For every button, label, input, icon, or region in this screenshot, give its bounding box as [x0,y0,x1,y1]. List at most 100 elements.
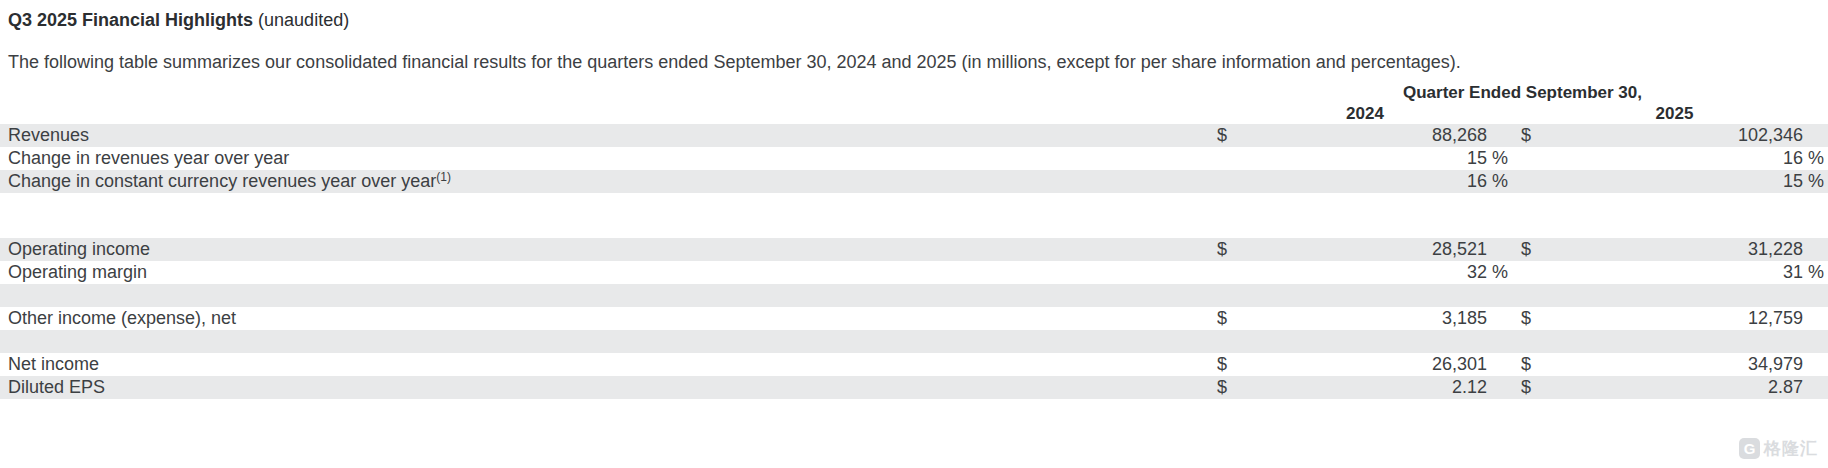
value-2025: 31 [1561,261,1803,284]
value-2025: 15 [1561,170,1803,193]
financial-table: Quarter Ended September 30, 2024 2025 Re… [0,82,1828,399]
watermark-logo-icon: G [1739,438,1760,459]
percent-sign-2024: % [1487,170,1513,193]
footnote-marker: (1) [436,170,451,184]
percent-sign-2025 [1803,307,1828,330]
value-2024: 32 [1257,261,1487,284]
currency-symbol-2025: $ [1521,307,1561,330]
percent-sign-2025: % [1803,147,1828,170]
percent-sign-2025 [1803,353,1828,376]
percent-sign-2025: % [1803,261,1828,284]
row-label [0,193,1217,238]
currency-symbol-2024 [1217,261,1257,284]
row-label: Other income (expense), net [0,307,1217,330]
table-spacer-row [0,284,1828,307]
table-row: Diluted EPS $ 2.12 $ 2.87 [0,376,1828,399]
header-gap [1513,103,1521,124]
currency-symbol-2025 [1521,170,1561,193]
currency-symbol-2024: $ [1217,238,1257,261]
currency-symbol-2024 [1217,170,1257,193]
currency-symbol-2025 [1521,284,1561,307]
value-2024: 2.12 [1257,376,1487,399]
value-2024: 26,301 [1257,353,1487,376]
row-label [0,284,1217,307]
row-label: Change in revenues year over year [0,147,1217,170]
percent-sign-2025: % [1803,170,1828,193]
table-row: Change in constant currency revenues yea… [0,170,1828,193]
value-2024: 15 [1257,147,1487,170]
table-spacer-row [0,330,1828,353]
currency-symbol-2025 [1521,193,1561,238]
percent-sign-2025 [1803,124,1828,147]
value-2025: 16 [1561,147,1803,170]
value-2025 [1561,193,1803,238]
currency-symbol-2024: $ [1217,353,1257,376]
value-2024: 16 [1257,170,1487,193]
currency-symbol-2024 [1217,330,1257,353]
value-2025: 34,979 [1561,353,1803,376]
row-label: Operating margin [0,261,1217,284]
value-2024: 28,521 [1257,238,1487,261]
table-row: Net income $ 26,301 $ 34,979 [0,353,1828,376]
intro-paragraph: The following table summarizes our conso… [0,51,1828,73]
percent-sign-2025 [1803,376,1828,399]
page-title-main: Q3 2025 Financial Highlights [8,10,253,30]
row-label: Diluted EPS [0,376,1217,399]
value-2025 [1561,284,1803,307]
currency-symbol-2025: $ [1521,124,1561,147]
currency-symbol-2025 [1521,261,1561,284]
percent-sign-2024 [1487,238,1513,261]
table-header-group-row: Quarter Ended September 30, [0,82,1828,103]
currency-symbol-2024: $ [1217,376,1257,399]
currency-symbol-2025: $ [1521,376,1561,399]
percent-sign-2024 [1487,193,1513,238]
percent-sign-2025 [1803,193,1828,238]
percent-sign-2025 [1803,330,1828,353]
table-row: Other income (expense), net $ 3,185 $ 12… [0,307,1828,330]
percent-sign-2024 [1487,124,1513,147]
value-2024: 88,268 [1257,124,1487,147]
row-label: Operating income [0,238,1217,261]
value-2024 [1257,193,1487,238]
currency-symbol-2024 [1217,284,1257,307]
percent-sign-2024 [1487,307,1513,330]
row-label: Change in constant currency revenues yea… [0,170,1217,193]
percent-sign-2024: % [1487,261,1513,284]
currency-symbol-2024 [1217,147,1257,170]
row-label: Revenues [0,124,1217,147]
currency-symbol-2025 [1521,147,1561,170]
column-header-2025: 2025 [1521,103,1828,124]
column-group-header: Quarter Ended September 30, [1217,82,1828,103]
value-2025 [1561,330,1803,353]
currency-symbol-2024: $ [1217,124,1257,147]
currency-symbol-2025: $ [1521,353,1561,376]
currency-symbol-2024 [1217,193,1257,238]
percent-sign-2024 [1487,330,1513,353]
percent-sign-2024: % [1487,147,1513,170]
page-title: Q3 2025 Financial Highlights (unaudited) [0,8,1828,32]
percent-sign-2024 [1487,353,1513,376]
table-row: Revenues $ 88,268 $ 102,346 [0,124,1828,147]
column-header-2024: 2024 [1217,103,1513,124]
currency-symbol-2024: $ [1217,307,1257,330]
table-row: Operating income $ 28,521 $ 31,228 [0,238,1828,261]
watermark: G 格隆汇 [1739,437,1818,460]
table-row: Change in revenues year over year 15 % 1… [0,147,1828,170]
currency-symbol-2025 [1521,330,1561,353]
header-spacer [0,82,1217,103]
page-title-suffix: (unaudited) [253,10,349,30]
percent-sign-2025 [1803,238,1828,261]
percent-sign-2025 [1803,284,1828,307]
value-2024 [1257,330,1487,353]
value-2024: 3,185 [1257,307,1487,330]
financial-highlights-page: Q3 2025 Financial Highlights (unaudited)… [0,0,1828,399]
value-2025: 31,228 [1561,238,1803,261]
row-label: Net income [0,353,1217,376]
row-label [0,330,1217,353]
table-row: Operating margin 32 % 31 % [0,261,1828,284]
watermark-text: 格隆汇 [1764,437,1818,460]
value-2025: 102,346 [1561,124,1803,147]
percent-sign-2024 [1487,284,1513,307]
currency-symbol-2025: $ [1521,238,1561,261]
value-2024 [1257,284,1487,307]
